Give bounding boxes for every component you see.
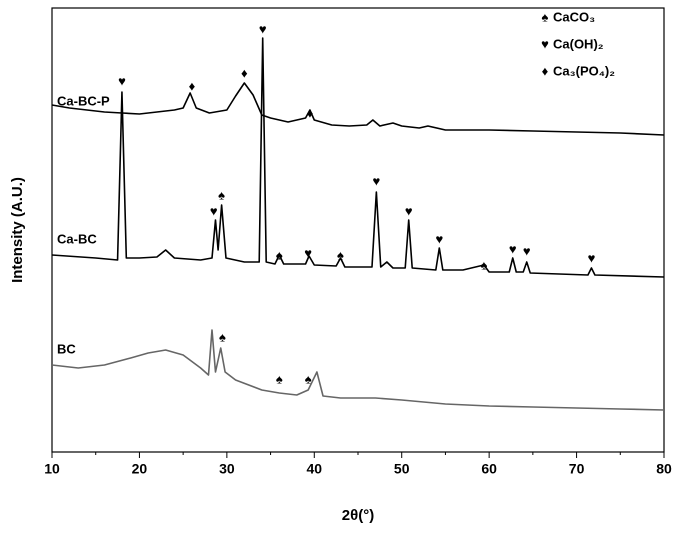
legend-symbol: ♠ bbox=[542, 9, 549, 24]
x-tick-label: 40 bbox=[306, 461, 322, 477]
peak-marker: ♥ bbox=[405, 203, 413, 218]
series-label: BC bbox=[57, 341, 76, 356]
legend-label: Ca(OH)₂ bbox=[553, 36, 604, 51]
peak-marker: ♠ bbox=[337, 247, 344, 262]
series-label: Ca-BC-P bbox=[57, 93, 110, 108]
peak-marker: ♦ bbox=[189, 78, 196, 93]
legend-label: CaCO₃ bbox=[553, 9, 595, 24]
legend-symbol: ♦ bbox=[542, 63, 549, 78]
peak-marker: ♥ bbox=[509, 241, 517, 256]
y-axis-label: Intensity (A.U.) bbox=[9, 177, 26, 283]
peak-marker: ♥ bbox=[304, 245, 312, 260]
series-line bbox=[51, 82, 665, 136]
x-tick-label: 20 bbox=[132, 461, 148, 477]
x-tick-label: 30 bbox=[219, 461, 235, 477]
peak-marker: ♠ bbox=[276, 371, 283, 386]
series-line bbox=[51, 329, 665, 411]
peak-marker: ♥ bbox=[588, 250, 596, 265]
peak-marker: ♥ bbox=[210, 203, 218, 218]
x-tick-label: 60 bbox=[481, 461, 497, 477]
series-line bbox=[51, 37, 665, 278]
peak-marker: ♦ bbox=[307, 105, 314, 120]
peak-marker: ♠ bbox=[305, 371, 312, 386]
x-tick-label: 80 bbox=[656, 461, 672, 477]
x-tick-label: 70 bbox=[569, 461, 585, 477]
peak-marker: ♥ bbox=[373, 173, 381, 188]
peak-marker: ♠ bbox=[219, 329, 226, 344]
peak-marker: ♦ bbox=[241, 65, 248, 80]
peak-marker: ♥ bbox=[435, 231, 443, 246]
x-tick-label: 10 bbox=[44, 461, 60, 477]
peak-marker: ♥ bbox=[118, 73, 126, 88]
peak-marker: ♠ bbox=[218, 187, 225, 202]
legend-label: Ca₃(PO₄)₂ bbox=[553, 63, 615, 78]
series-label: Ca-BC bbox=[57, 231, 97, 246]
peak-marker: ♠ bbox=[276, 247, 283, 262]
peak-marker: ♥ bbox=[259, 21, 267, 36]
peak-marker: ♠ bbox=[480, 257, 487, 272]
legend-symbol: ♥ bbox=[541, 36, 549, 51]
x-tick-label: 50 bbox=[394, 461, 410, 477]
x-axis-label: 2θ(°) bbox=[342, 507, 374, 524]
peak-marker: ♥ bbox=[523, 243, 531, 258]
